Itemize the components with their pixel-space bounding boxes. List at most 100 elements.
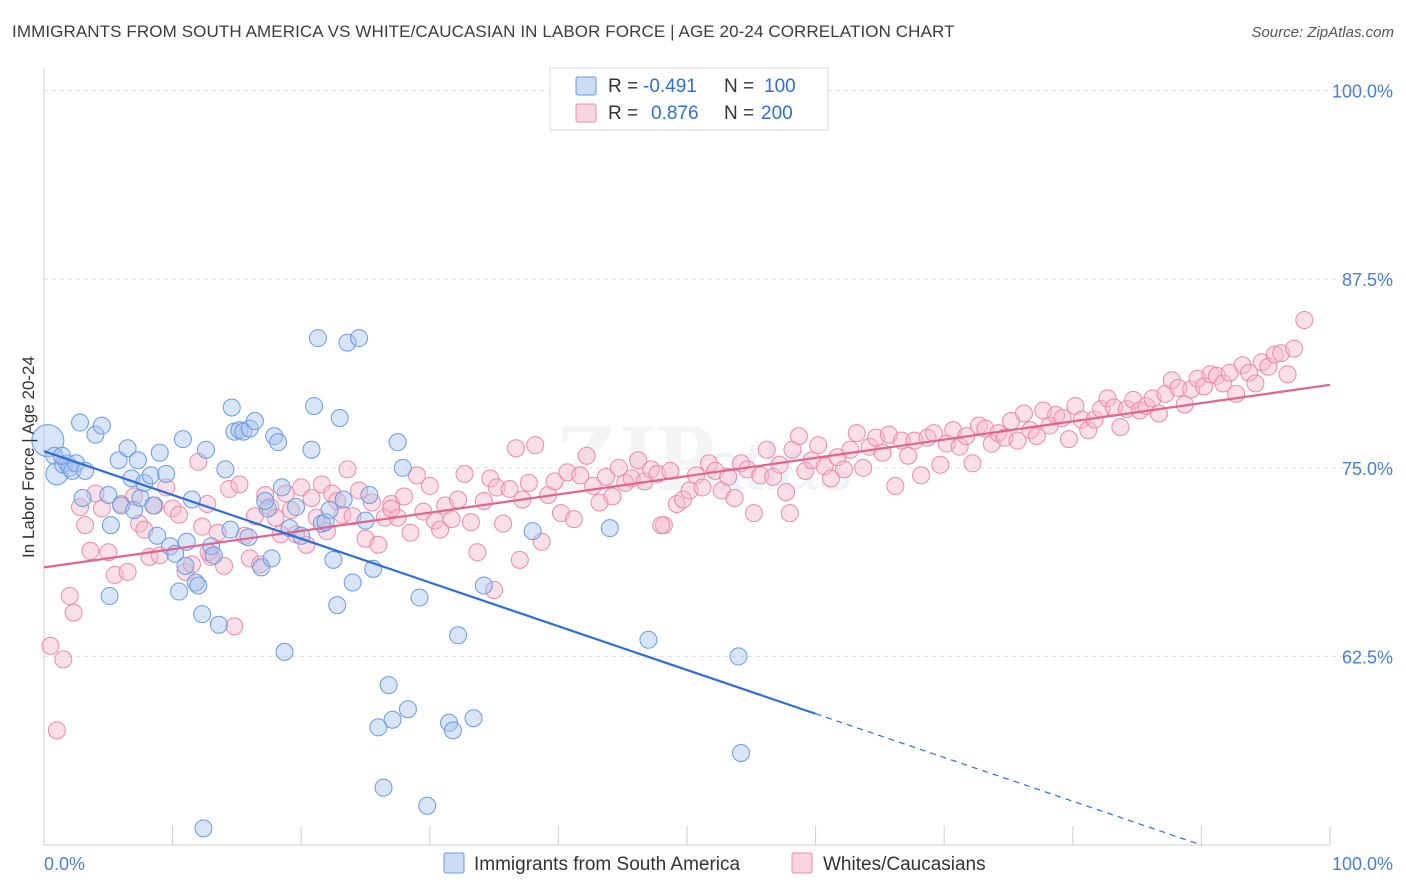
data-point-whites (674, 490, 693, 509)
chart-title: IMMIGRANTS FROM SOUTH AMERICA VS WHITE/C… (12, 22, 955, 41)
data-point-south-america (729, 647, 748, 666)
data-point-whites (809, 436, 828, 455)
data-point-whites (545, 472, 564, 491)
legend-n-label-2: N = (724, 103, 754, 124)
data-point-south-america (221, 520, 240, 539)
data-point-south-america (334, 490, 353, 509)
data-point-south-america (176, 556, 195, 575)
data-point-whites (41, 636, 60, 655)
data-point-whites (1246, 374, 1265, 393)
data-point-whites (641, 460, 660, 479)
data-point-whites (822, 469, 841, 488)
data-point-whites (1111, 418, 1130, 437)
trend-line-south-america (43, 450, 816, 715)
legend-n-value-2: 200 (761, 103, 793, 124)
legend-swatch-pink (575, 103, 597, 123)
y-tick-label: 100.0% (1332, 82, 1393, 102)
data-point-whites (744, 504, 763, 523)
data-point-south-america (118, 439, 137, 458)
data-point-south-america (193, 605, 212, 624)
series-legend-label-pink: Whites/Caucasians (823, 854, 986, 875)
legend-n-label-1: N = (724, 76, 754, 97)
data-point-whites (47, 721, 66, 740)
data-point-whites (442, 510, 461, 529)
data-point-whites (130, 514, 149, 533)
data-point-whites (455, 464, 474, 483)
data-point-whites (1027, 427, 1046, 446)
data-point-whites (401, 523, 420, 542)
data-point-whites (1008, 431, 1027, 450)
data-point-whites (170, 505, 189, 524)
data-point-south-america (320, 501, 339, 520)
data-point-south-america (71, 413, 90, 432)
data-point-whites (1079, 421, 1098, 440)
data-point-whites (699, 454, 718, 473)
legend-r-label-1: R = (608, 76, 638, 97)
data-point-whites (725, 488, 744, 507)
data-point-whites (1214, 374, 1233, 393)
data-point-whites (81, 541, 100, 560)
data-point-whites (834, 460, 853, 479)
data-point-south-america (383, 710, 402, 729)
data-point-whites (461, 513, 480, 532)
data-point-south-america (600, 519, 619, 538)
data-point-whites (1098, 389, 1117, 408)
data-point-whites (481, 469, 500, 488)
source-label: Source: ZipAtlas.com (1251, 24, 1394, 41)
data-point-whites (532, 532, 551, 551)
data-point-whites (266, 508, 285, 527)
data-point-south-america (388, 433, 407, 452)
data-point-south-america (350, 329, 369, 348)
series-legend-swatch-pink (791, 852, 813, 874)
trend-line-whites (43, 383, 1331, 569)
data-point-whites (125, 487, 144, 506)
data-point-south-america (170, 582, 189, 601)
data-point-south-america (449, 626, 468, 645)
data-point-south-america (141, 466, 160, 485)
series-legend: Immigrants from South America Whites/Cau… (443, 852, 986, 875)
data-point-whites (1059, 430, 1078, 449)
data-point-south-america (523, 522, 542, 541)
data-point-whites (577, 446, 596, 465)
y-tick-labels: 62.5% 75.0% 87.5% 100.0% (1332, 82, 1393, 668)
data-point-whites (338, 460, 357, 479)
data-point-whites (1278, 365, 1297, 384)
data-point-south-america (216, 460, 235, 479)
data-point-whites (789, 427, 808, 446)
trend-line-south-america-extrapolated (815, 713, 1202, 846)
x-tick-label-end: 100.0% (1332, 854, 1393, 874)
data-point-whites (796, 461, 815, 480)
data-point-whites (251, 555, 270, 574)
data-point-whites (506, 439, 525, 458)
data-point-whites (1014, 404, 1033, 423)
data-point-whites (281, 501, 300, 520)
data-point-whites (841, 440, 860, 459)
trend-lines (43, 383, 1331, 846)
data-point-whites (1239, 363, 1258, 382)
data-point-south-america (269, 433, 288, 452)
data-point-south-america (732, 743, 751, 762)
data-point-south-america (639, 630, 658, 649)
data-point-whites (328, 492, 347, 511)
data-point-south-america (464, 709, 483, 728)
data-point-whites (719, 467, 738, 486)
data-point-whites (609, 458, 628, 477)
data-point-south-america (474, 576, 493, 595)
data-point-whites (500, 479, 519, 498)
data-point-whites (526, 436, 545, 455)
data-point-south-america (343, 573, 362, 592)
data-point-south-america (287, 498, 306, 517)
data-point-whites (629, 451, 648, 470)
y-tick-label: 87.5% (1342, 270, 1393, 290)
data-point-whites (1201, 365, 1220, 384)
data-point-whites (494, 514, 513, 533)
data-point-south-america (186, 573, 205, 592)
data-point-whites (225, 617, 244, 636)
data-point-whites (777, 482, 796, 501)
data-point-south-america (398, 700, 417, 719)
data-point-south-america (443, 721, 462, 740)
data-point-south-america (189, 576, 208, 595)
data-point-whites (302, 488, 321, 507)
data-point-whites (64, 603, 83, 622)
data-point-whites (1169, 378, 1188, 397)
